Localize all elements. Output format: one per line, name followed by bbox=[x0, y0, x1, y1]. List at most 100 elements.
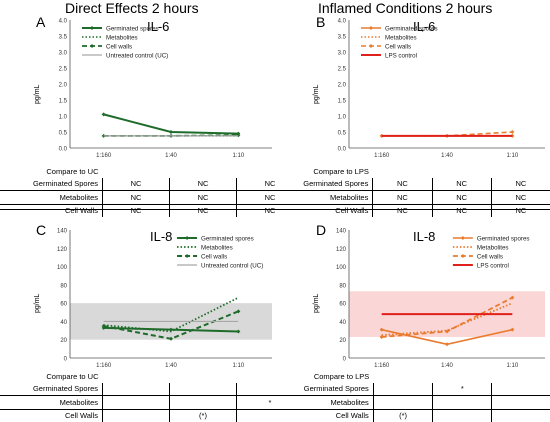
y-tick-label: 3.5 bbox=[59, 35, 68, 41]
table-row: Metabolites * bbox=[0, 395, 303, 410]
y-tick-label: 120 bbox=[57, 247, 68, 253]
legend-marker bbox=[185, 236, 190, 240]
y-tick-label: 20 bbox=[339, 338, 346, 344]
y-tick-label: 3.0 bbox=[59, 51, 68, 57]
x-tick-label: 1:160 bbox=[96, 153, 112, 159]
legend-marker bbox=[369, 44, 373, 48]
legend-label: LPS control bbox=[477, 262, 509, 269]
x-tick-label: 1:40 bbox=[165, 153, 177, 159]
data-point bbox=[236, 329, 241, 334]
y-tick-label: 140 bbox=[336, 229, 347, 235]
y-tick-label: 60 bbox=[339, 302, 346, 308]
chart-title-a: IL-6 bbox=[147, 19, 170, 34]
legend-label: Metabolites bbox=[106, 34, 138, 41]
y-tick-label: 2.5 bbox=[338, 67, 347, 73]
data-point bbox=[169, 336, 173, 341]
table-row: Germinated Spores NC NC NC bbox=[275, 177, 550, 191]
y-tick-label: 100 bbox=[336, 265, 347, 271]
legend-label: Cell walls bbox=[385, 43, 411, 50]
table-row: Cell Walls (*) bbox=[0, 409, 303, 422]
panel-letter-c: C bbox=[36, 222, 47, 238]
y-tick-label: 4.0 bbox=[59, 19, 68, 25]
x-tick-label: 1:10 bbox=[232, 363, 244, 369]
table-row: Metabolites NC NC NC bbox=[275, 190, 550, 205]
y-tick-label: 40 bbox=[339, 320, 346, 326]
y-tick-label: 1.5 bbox=[59, 99, 68, 105]
table-row: Germinated Spores NC NC NC bbox=[0, 177, 303, 191]
comparison-table-b: Compare to LPS Germinated Spores NC NC NC M… bbox=[275, 165, 550, 217]
legend-label: Germinated spores bbox=[477, 235, 530, 242]
legend-marker bbox=[460, 236, 465, 240]
y-tick-label: 80 bbox=[339, 283, 346, 289]
legend-label: Untreated control (UC) bbox=[106, 52, 168, 59]
panel-letter-b: B bbox=[316, 14, 326, 30]
x-tick-label: 1:40 bbox=[165, 363, 177, 369]
legend-label: Metabolites bbox=[385, 34, 417, 41]
y-tick-label: 80 bbox=[60, 283, 67, 289]
y-tick-label: 1.0 bbox=[59, 115, 68, 121]
legend-label: Cell walls bbox=[477, 253, 503, 260]
x-tick-label: 1:40 bbox=[441, 363, 453, 369]
y-tick-label: 2.0 bbox=[338, 83, 347, 89]
right-section-title: Inflamed Conditions 2 hours bbox=[318, 0, 493, 16]
legend-label: Untreated control (UC) bbox=[201, 262, 263, 269]
comparison-table-d: Compare to LPS Germinated Spores * Metabo… bbox=[275, 370, 550, 422]
y-tick-label: 1.0 bbox=[338, 115, 347, 121]
left-section-title: Direct Effects 2 hours bbox=[65, 0, 199, 16]
data-point bbox=[510, 295, 515, 300]
data-point bbox=[169, 130, 173, 134]
chart-title-c: IL-8 bbox=[150, 229, 173, 244]
legend-marker bbox=[460, 254, 465, 258]
x-tick-label: 1:10 bbox=[232, 153, 244, 159]
table-row: Metabolites bbox=[275, 395, 550, 410]
y-tick-label: 2.0 bbox=[59, 83, 68, 89]
y-tick-label: 0.5 bbox=[338, 131, 347, 137]
table-row: Metabolites NC NC NC bbox=[0, 190, 303, 205]
table-row: Cell Walls (*) bbox=[275, 409, 550, 422]
y-tick-label: 140 bbox=[57, 229, 68, 235]
panel-letter-d: D bbox=[316, 222, 327, 238]
chart-title-d: IL-8 bbox=[413, 229, 436, 244]
legend-marker bbox=[90, 44, 94, 48]
x-tick-label: 1:160 bbox=[96, 363, 112, 369]
y-tick-label: 4.0 bbox=[338, 19, 347, 25]
table-header: Compare to UC bbox=[46, 371, 99, 381]
legend-marker bbox=[185, 254, 190, 258]
x-tick-label: 1:10 bbox=[506, 153, 518, 159]
data-point bbox=[379, 334, 384, 339]
y-tick-label: 0.0 bbox=[59, 147, 68, 153]
y-tick-label: 0 bbox=[64, 357, 68, 363]
x-tick-label: 1:40 bbox=[441, 153, 453, 159]
separator-line-top bbox=[0, 209, 550, 210]
data-point bbox=[101, 324, 106, 328]
y-tick-label: 3.0 bbox=[338, 51, 347, 57]
x-tick-label: 1:160 bbox=[374, 153, 390, 159]
y-tick-label: 20 bbox=[60, 338, 67, 344]
legend-label: Cell walls bbox=[201, 253, 227, 260]
series-line-1 bbox=[381, 302, 513, 337]
data-point bbox=[379, 327, 384, 332]
comparison-table-a: Compare to UC Germinated Spores NC NC NC Me… bbox=[0, 165, 303, 217]
table-header: Compare to LPS bbox=[313, 371, 370, 381]
y-tick-label: 100 bbox=[57, 265, 68, 271]
y-tick-label: 3.5 bbox=[338, 35, 347, 41]
legend-label: Germinated spores bbox=[106, 25, 159, 32]
y-tick-label: 40 bbox=[60, 320, 67, 326]
table-row: Germinated Spores * bbox=[275, 382, 550, 396]
data-point bbox=[510, 327, 515, 332]
x-tick-label: 1:160 bbox=[374, 363, 390, 369]
comparison-table-c: Compare to UC Germinated Spores Metaboli… bbox=[0, 370, 303, 422]
panel-letter-a: A bbox=[36, 14, 46, 30]
y-tick-label: 0.5 bbox=[59, 131, 68, 137]
table-row: Cell Walls NC NC NC bbox=[275, 204, 550, 217]
data-point bbox=[236, 309, 241, 314]
y-tick-label: 2.5 bbox=[59, 67, 68, 73]
y-tick-label: 0 bbox=[343, 357, 347, 363]
table-row: Cell Walls NC NC NC bbox=[0, 204, 303, 217]
legend-label: Metabolites bbox=[201, 244, 233, 251]
y-tick-label: 120 bbox=[336, 247, 347, 253]
